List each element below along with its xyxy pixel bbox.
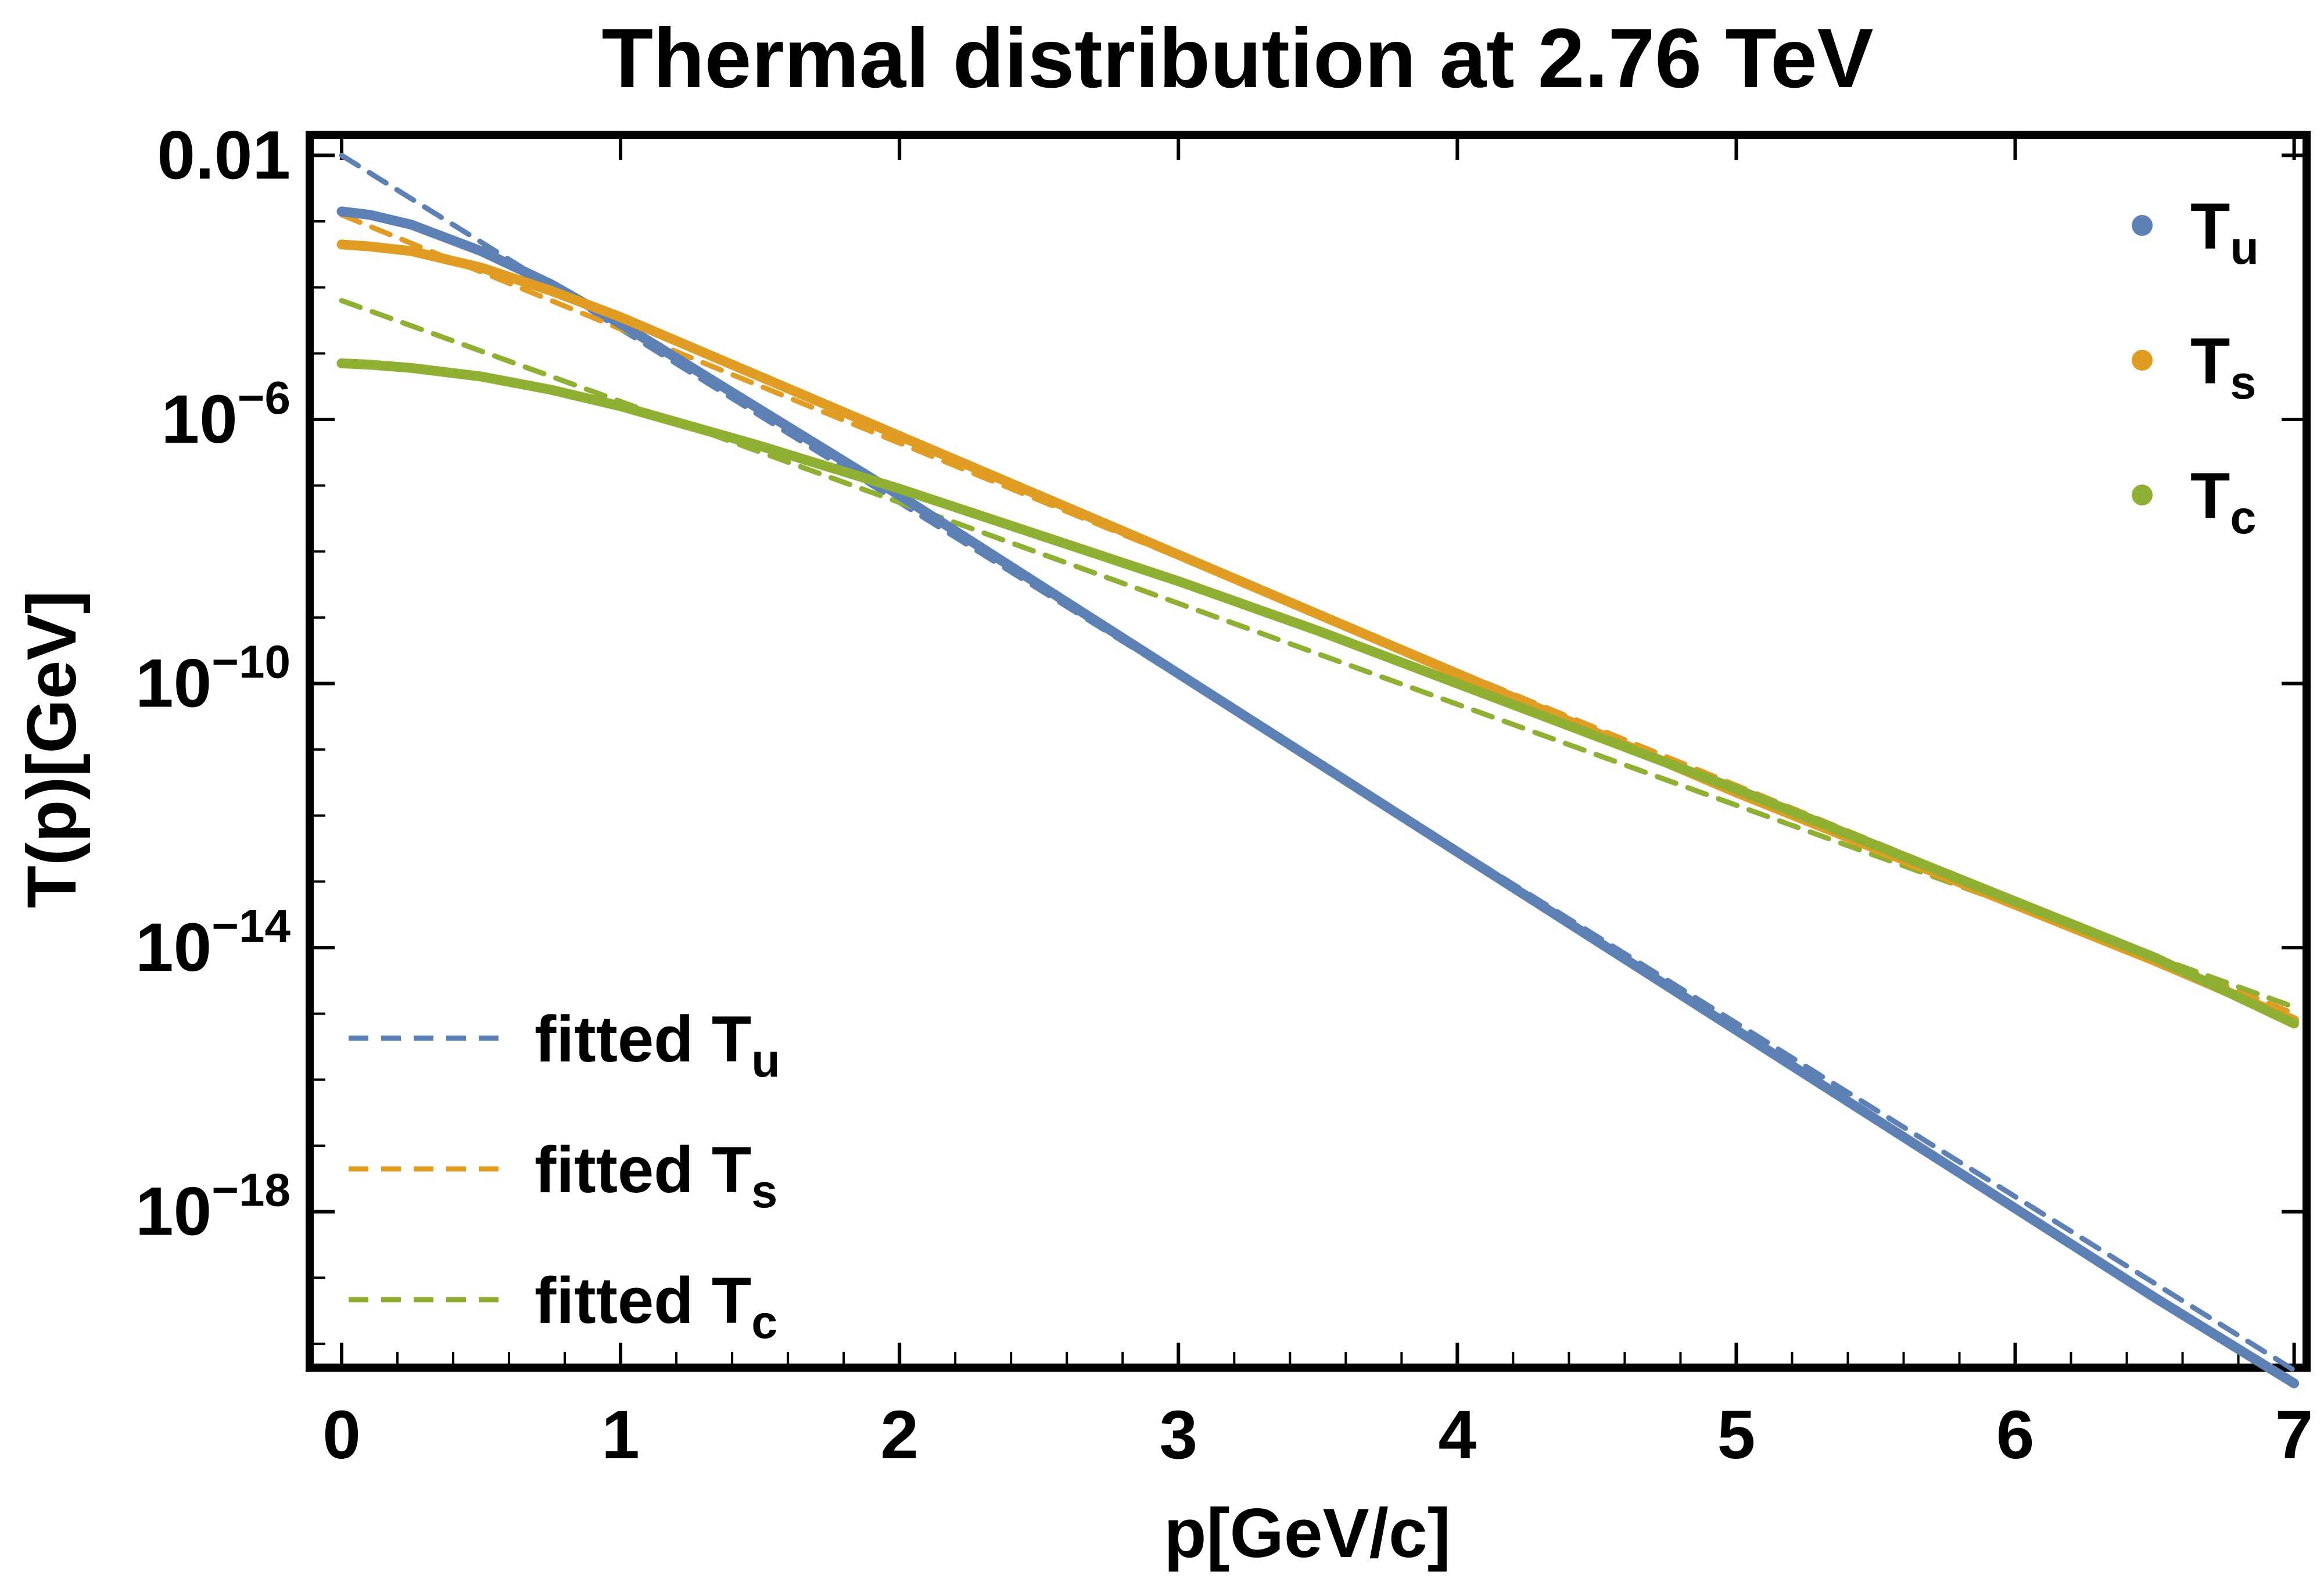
x-tick-label-3: 3 — [1159, 1397, 1197, 1473]
y-axis-label: T(p)[GeV] — [13, 591, 91, 909]
axis-ticks — [314, 139, 2303, 1364]
plot-frame — [306, 131, 2311, 1372]
legend-lines: fitted Tu fitted Ts fitted Tc — [349, 1003, 780, 1348]
legend-marker-s — [2132, 350, 2153, 371]
x-tick-label-6: 6 — [1996, 1397, 2035, 1473]
legend-marker-c — [2132, 485, 2153, 505]
legend-label-fitted-s: fitted Ts — [535, 1133, 777, 1218]
chart-title: Thermal distribution at 2.76 TeV — [602, 11, 1874, 105]
x-tick-label-0: 0 — [322, 1397, 361, 1473]
legend-points: Tu Ts Tc — [2132, 190, 2259, 544]
y-tick-label-2: 10−10 — [135, 636, 290, 722]
x-tick-label-4: 4 — [1439, 1397, 1477, 1473]
legend-label-fitted-u: fitted Tu — [535, 1003, 780, 1087]
y-tick-label-3: 10−14 — [135, 900, 290, 986]
y-tick-label-1: 10−6 — [162, 372, 290, 458]
series-layer — [336, 152, 2300, 1389]
legend-label-u: Tu — [2190, 190, 2259, 274]
y-tick-label-0: 0.01 — [157, 117, 290, 193]
line-c — [336, 358, 2300, 1029]
x-tick-label-1: 1 — [601, 1397, 640, 1473]
line-u — [336, 206, 2300, 1389]
x-tick-label-7: 7 — [2275, 1397, 2314, 1473]
legend-label-s: Ts — [2190, 325, 2256, 409]
legend-label-c: Tc — [2190, 460, 2256, 544]
y-tick-labels: 0.01 10−6 10−10 10−14 10−18 — [135, 117, 290, 1250]
legend-marker-u — [2132, 215, 2153, 236]
x-axis-label: p[GeV/c] — [1164, 1494, 1450, 1572]
legend-label-fitted-c: fitted Tc — [535, 1264, 777, 1348]
x-tick-label-5: 5 — [1717, 1397, 1756, 1473]
x-tick-label-2: 2 — [880, 1397, 919, 1473]
x-tick-labels: 0 1 2 3 4 5 6 7 — [322, 1397, 2313, 1473]
y-tick-label-4: 10−18 — [135, 1164, 290, 1250]
